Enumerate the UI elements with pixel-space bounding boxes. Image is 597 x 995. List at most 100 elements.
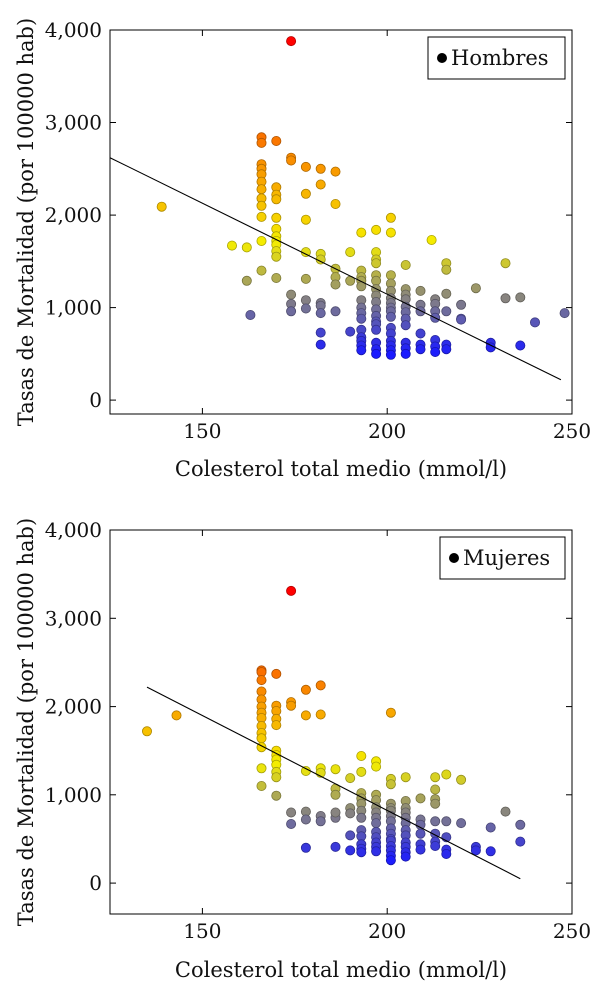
data-point (371, 224, 382, 235)
data-point (356, 313, 367, 324)
data-point (371, 761, 382, 772)
x-tick-label: 150 (183, 419, 221, 443)
data-point (515, 819, 526, 830)
data-point (300, 814, 311, 825)
data-point (385, 311, 396, 322)
data-point (441, 306, 452, 317)
legend-marker (449, 553, 459, 563)
data-point (441, 816, 452, 827)
data-point (300, 303, 311, 314)
data-point (286, 289, 297, 300)
data-point (415, 793, 426, 804)
data-point (256, 200, 267, 211)
data-point (356, 812, 367, 823)
legend-box (427, 36, 566, 80)
x-tick-label: 250 (553, 919, 591, 943)
data-point (286, 700, 297, 711)
data-point (256, 211, 267, 222)
x-tick-label: 250 (553, 419, 591, 443)
data-point (271, 272, 282, 283)
data-point (485, 822, 496, 833)
data-point (345, 845, 356, 856)
data-point (286, 819, 297, 830)
y-tick-label: 1,000 (45, 296, 102, 320)
data-point (400, 348, 411, 359)
data-point (315, 327, 326, 338)
data-point (256, 763, 267, 774)
data-point (415, 306, 426, 317)
data-point (371, 818, 382, 829)
data-point (330, 764, 341, 775)
data-point (371, 275, 382, 286)
data-point (315, 179, 326, 190)
data-point (415, 828, 426, 839)
data-point (456, 299, 467, 310)
y-tick-label: 0 (89, 388, 102, 412)
data-point (385, 227, 396, 238)
data-point (430, 772, 441, 783)
chart-hombres: 0 1,000 2,000 3,000 4,000 150 200 250 Colestero… (14, 18, 591, 481)
data-point (271, 668, 282, 679)
data-point (500, 293, 511, 304)
data-point (515, 836, 526, 847)
data-point (256, 184, 267, 195)
data-point (226, 240, 237, 251)
data-point (345, 808, 356, 819)
data-point (430, 798, 441, 809)
data-point (300, 842, 311, 853)
data-point (441, 288, 452, 299)
y-tick-label: 2,000 (45, 203, 102, 227)
data-point (345, 773, 356, 784)
plot-area-frame (109, 29, 573, 415)
data-point (500, 258, 511, 269)
data-point (315, 308, 326, 319)
data-point (430, 816, 441, 827)
data-point (356, 345, 367, 356)
data-point (300, 766, 311, 777)
data-point (315, 680, 326, 691)
data-point (400, 320, 411, 331)
trend-line (109, 157, 562, 381)
data-point (441, 264, 452, 275)
data-point (385, 707, 396, 718)
data-point (330, 841, 341, 852)
data-point (256, 265, 267, 276)
data-point (315, 163, 326, 174)
y-tick-label: 3,000 (45, 111, 102, 135)
data-point (315, 339, 326, 350)
data-point (385, 270, 396, 281)
axis-ticks: 0 1,000 2,000 3,000 4,000 150 200 250 (45, 18, 591, 443)
y-tick-label: 3,000 (45, 606, 102, 630)
data-point (415, 328, 426, 339)
y-tick-label: 2,000 (45, 695, 102, 719)
data-point (256, 235, 267, 246)
data-point (371, 846, 382, 857)
data-point (356, 766, 367, 777)
data-point (330, 306, 341, 317)
data-point (286, 306, 297, 317)
data-point (430, 346, 441, 357)
data-point (286, 155, 297, 166)
data-point (330, 279, 341, 290)
data-point (286, 585, 297, 596)
data-point (330, 198, 341, 209)
data-point (300, 273, 311, 284)
data-point (345, 830, 356, 841)
data-point (470, 845, 481, 856)
data-point (415, 285, 426, 296)
data-point (141, 726, 152, 737)
data-point (256, 137, 267, 148)
y-axis-label: Tasas de Mortalidad (por 100000 hab) (14, 18, 38, 426)
legend-marker (437, 53, 447, 63)
axis-ticks: 0 1,000 2,000 3,000 4,000 150 200 250 (45, 518, 591, 943)
data-point (385, 779, 396, 790)
data-point (300, 214, 311, 225)
y-tick-label: 1,000 (45, 783, 102, 807)
data-point (245, 309, 256, 320)
data-point (441, 344, 452, 355)
data-point (330, 166, 341, 177)
data-point (345, 326, 356, 337)
plot-area-frame (109, 529, 573, 915)
data-point (256, 733, 267, 744)
data-point (441, 849, 452, 860)
